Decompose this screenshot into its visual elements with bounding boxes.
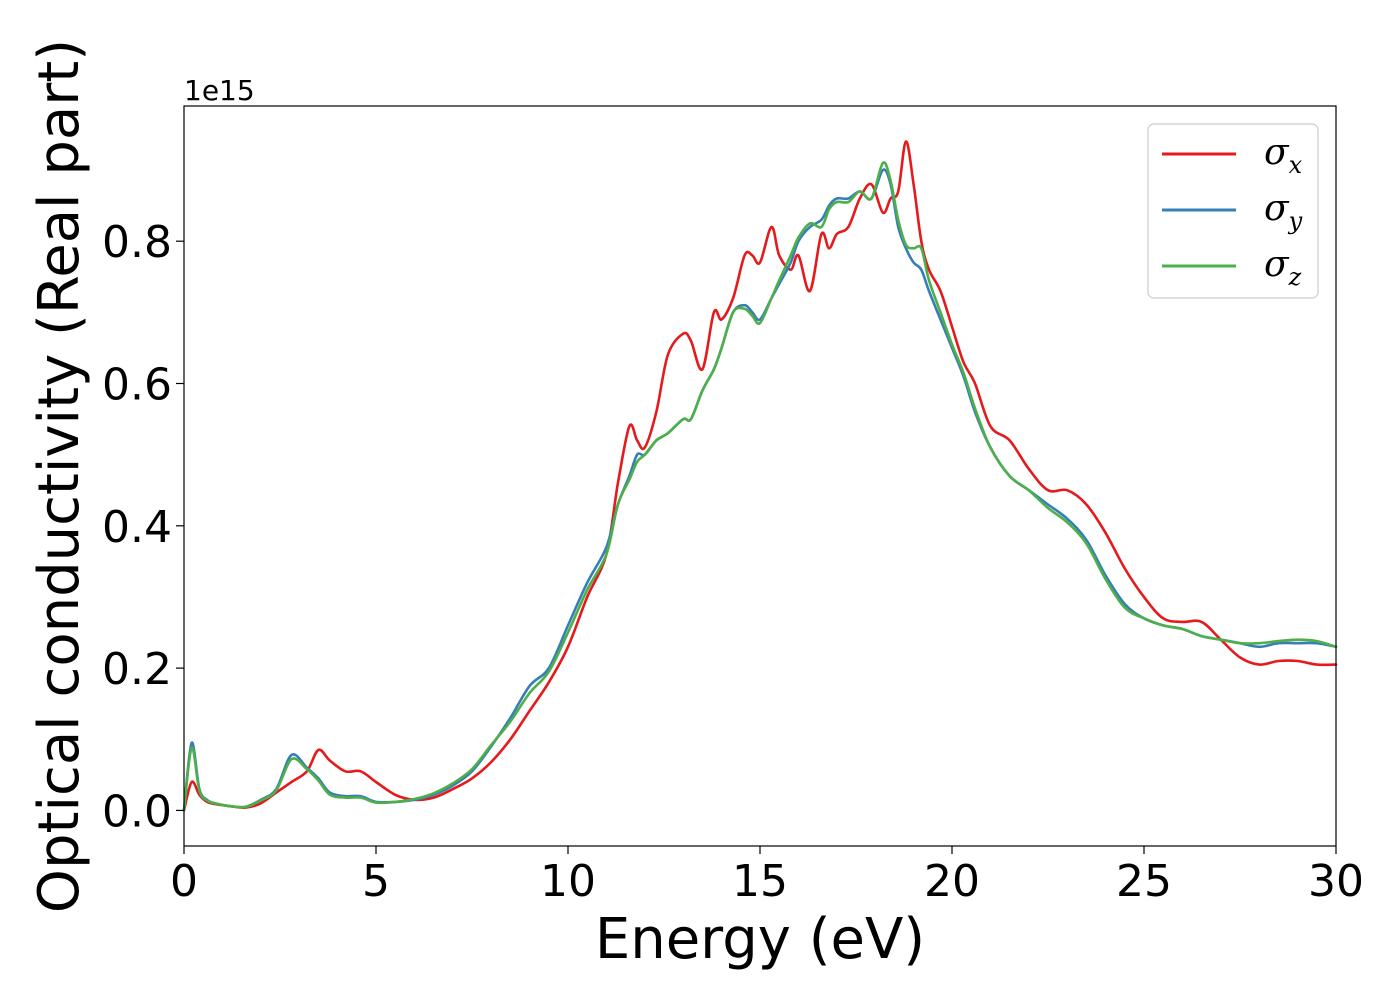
x-tick-label: 30 xyxy=(1308,856,1364,907)
x-tick-label: 5 xyxy=(362,856,390,907)
series-layer xyxy=(182,140,1338,812)
x-tick-label: 25 xyxy=(1116,856,1172,907)
x-tick-label: 20 xyxy=(924,856,980,907)
x-tick-label: 10 xyxy=(540,856,596,907)
y-tick-label: 0.4 xyxy=(102,502,172,553)
y-axis: 0.0 0.2 0.4 0.6 0.8 xyxy=(102,217,184,837)
legend-label-x: σx xyxy=(1264,132,1303,179)
x-axis-title: Energy (eV) xyxy=(595,907,925,972)
legend-label-y: σy xyxy=(1264,188,1303,235)
y-offset-label: 1e15 xyxy=(184,74,255,107)
x-tick-label: 0 xyxy=(170,856,198,907)
y-tick-label: 0.6 xyxy=(102,360,172,411)
y-tick-label: 0.8 xyxy=(102,217,172,268)
plot-background xyxy=(184,106,1336,846)
legend: σx σy σz xyxy=(1147,123,1319,299)
series-line-x xyxy=(182,140,1338,812)
y-tick-label: 0.2 xyxy=(102,644,172,695)
series-line-y xyxy=(182,168,1338,812)
x-tick-label: 15 xyxy=(732,856,788,907)
y-axis-title: Optical conductivity (Real part) xyxy=(27,39,92,913)
y-tick-label: 0.0 xyxy=(102,786,172,837)
series-line-z xyxy=(182,161,1338,812)
legend-label-z: σz xyxy=(1264,244,1302,291)
x-axis: 0 5 10 15 20 25 30 xyxy=(170,846,1364,907)
